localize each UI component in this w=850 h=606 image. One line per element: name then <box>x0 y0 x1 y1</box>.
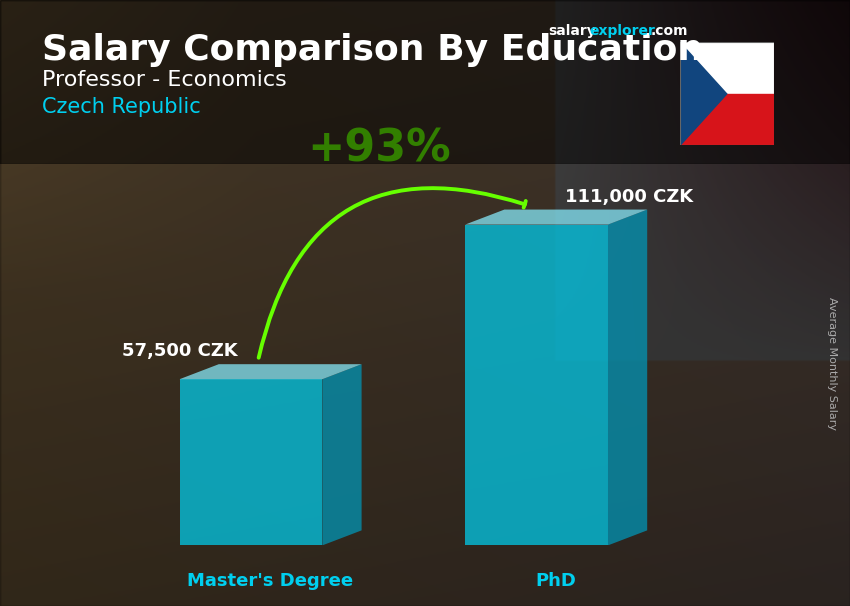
Polygon shape <box>680 42 727 145</box>
Polygon shape <box>465 210 647 225</box>
Polygon shape <box>179 379 322 545</box>
Text: .com: .com <box>650 24 688 38</box>
Polygon shape <box>465 225 608 545</box>
Bar <box>680 94 774 145</box>
Text: salary: salary <box>548 24 596 38</box>
Polygon shape <box>608 210 647 545</box>
Text: Professor - Economics: Professor - Economics <box>42 70 287 90</box>
Text: explorer: explorer <box>589 24 654 38</box>
Text: Salary Comparison By Education: Salary Comparison By Education <box>42 33 704 67</box>
Polygon shape <box>179 364 361 379</box>
Text: 57,500 CZK: 57,500 CZK <box>122 342 237 361</box>
Text: 111,000 CZK: 111,000 CZK <box>565 188 694 206</box>
Polygon shape <box>322 364 361 545</box>
Text: +93%: +93% <box>308 128 451 171</box>
Bar <box>680 42 774 94</box>
Text: Average Monthly Salary: Average Monthly Salary <box>827 297 837 430</box>
Text: Czech Republic: Czech Republic <box>42 97 201 117</box>
Text: Master's Degree: Master's Degree <box>188 571 354 590</box>
Text: PhD: PhD <box>536 571 576 590</box>
